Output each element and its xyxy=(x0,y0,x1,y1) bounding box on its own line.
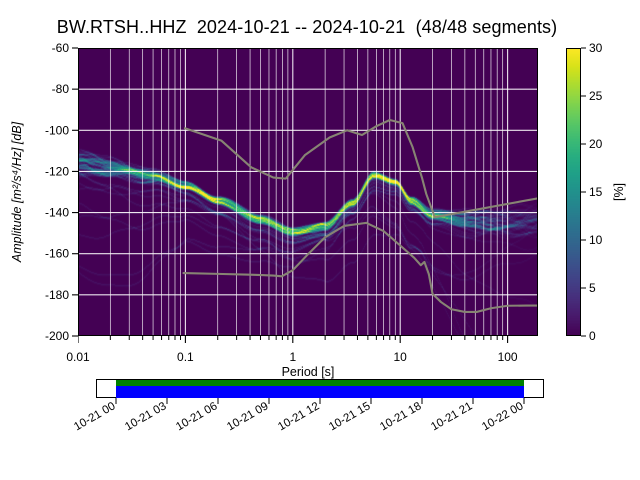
svg-text:10-21 18: 10-21 18 xyxy=(378,400,423,433)
svg-text:10-21 15: 10-21 15 xyxy=(327,400,372,433)
svg-text:10-21 21: 10-21 21 xyxy=(429,400,474,433)
svg-text:-60: -60 xyxy=(52,41,70,55)
svg-text:10: 10 xyxy=(589,233,603,247)
svg-text:-100: -100 xyxy=(45,123,69,137)
svg-text:10-21 09: 10-21 09 xyxy=(225,400,270,433)
svg-text:10-21 06: 10-21 06 xyxy=(174,400,219,433)
svg-text:25: 25 xyxy=(589,89,603,103)
svg-text:30: 30 xyxy=(589,41,603,55)
svg-text:-160: -160 xyxy=(45,247,69,261)
svg-text:10-21 12: 10-21 12 xyxy=(276,400,321,433)
svg-text:10-22 00: 10-22 00 xyxy=(480,400,525,433)
svg-text:10-21 00: 10-21 00 xyxy=(72,400,117,433)
svg-text:-80: -80 xyxy=(52,82,70,96)
svg-text:-120: -120 xyxy=(45,164,69,178)
svg-text:-200: -200 xyxy=(45,329,69,343)
svg-text:10-21 03: 10-21 03 xyxy=(123,400,168,433)
svg-text:15: 15 xyxy=(589,185,603,199)
svg-text:-140: -140 xyxy=(45,206,69,220)
svg-text:-180: -180 xyxy=(45,288,69,302)
svg-text:20: 20 xyxy=(589,137,603,151)
svg-text:0: 0 xyxy=(589,329,596,343)
svg-text:5: 5 xyxy=(589,281,596,295)
